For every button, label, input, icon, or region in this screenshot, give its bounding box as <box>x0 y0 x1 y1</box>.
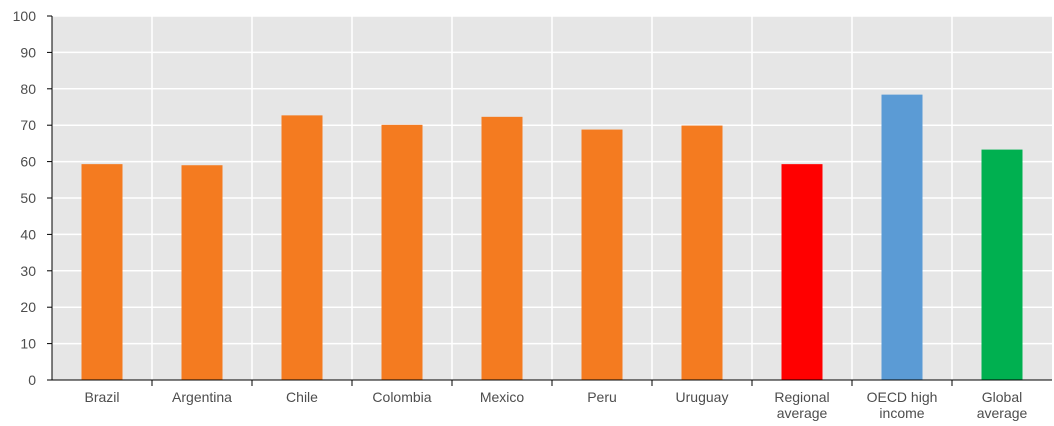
y-axis-ticks: 0 10 20 30 40 50 60 70 80 90 100 <box>13 8 52 388</box>
x-tick-label: OECD high income <box>867 389 938 421</box>
x-tick-label: Brazil <box>84 389 119 405</box>
bar <box>881 94 923 381</box>
bar <box>481 116 523 380</box>
x-tick-label: Regional average <box>774 389 829 421</box>
y-tick-label: 80 <box>20 81 36 97</box>
y-tick-label: 90 <box>20 44 36 60</box>
bar <box>581 129 623 380</box>
x-tick-label: Uruguay <box>676 389 729 405</box>
bar <box>81 164 123 380</box>
y-tick-label: 60 <box>20 154 36 170</box>
x-axis-ticks <box>151 380 953 386</box>
bar <box>181 165 223 380</box>
bar <box>681 125 723 381</box>
y-tick-label: 100 <box>13 8 37 24</box>
x-tick-label: Chile <box>286 389 318 405</box>
y-tick-label: 70 <box>20 117 36 133</box>
y-tick-label: 10 <box>20 336 36 352</box>
x-tick-label: Mexico <box>480 389 525 405</box>
x-axis-labels: Brazil Argentina Chile Colombia Mexico Peru Ur… <box>84 389 1027 421</box>
bars <box>81 94 1023 381</box>
y-tick-label: 40 <box>20 226 36 242</box>
bar <box>381 124 423 380</box>
x-tick-label: Argentina <box>172 389 232 405</box>
x-tick-label: Global average <box>977 389 1028 421</box>
y-tick-label: 30 <box>20 263 36 279</box>
y-tick-label: 0 <box>28 372 36 388</box>
x-tick-label: Peru <box>587 389 617 405</box>
y-tick-label: 20 <box>20 299 36 315</box>
bar <box>781 164 823 380</box>
y-tick-label: 50 <box>20 190 36 206</box>
bar <box>981 149 1023 380</box>
bar <box>281 115 323 380</box>
x-tick-label: Colombia <box>372 389 431 405</box>
